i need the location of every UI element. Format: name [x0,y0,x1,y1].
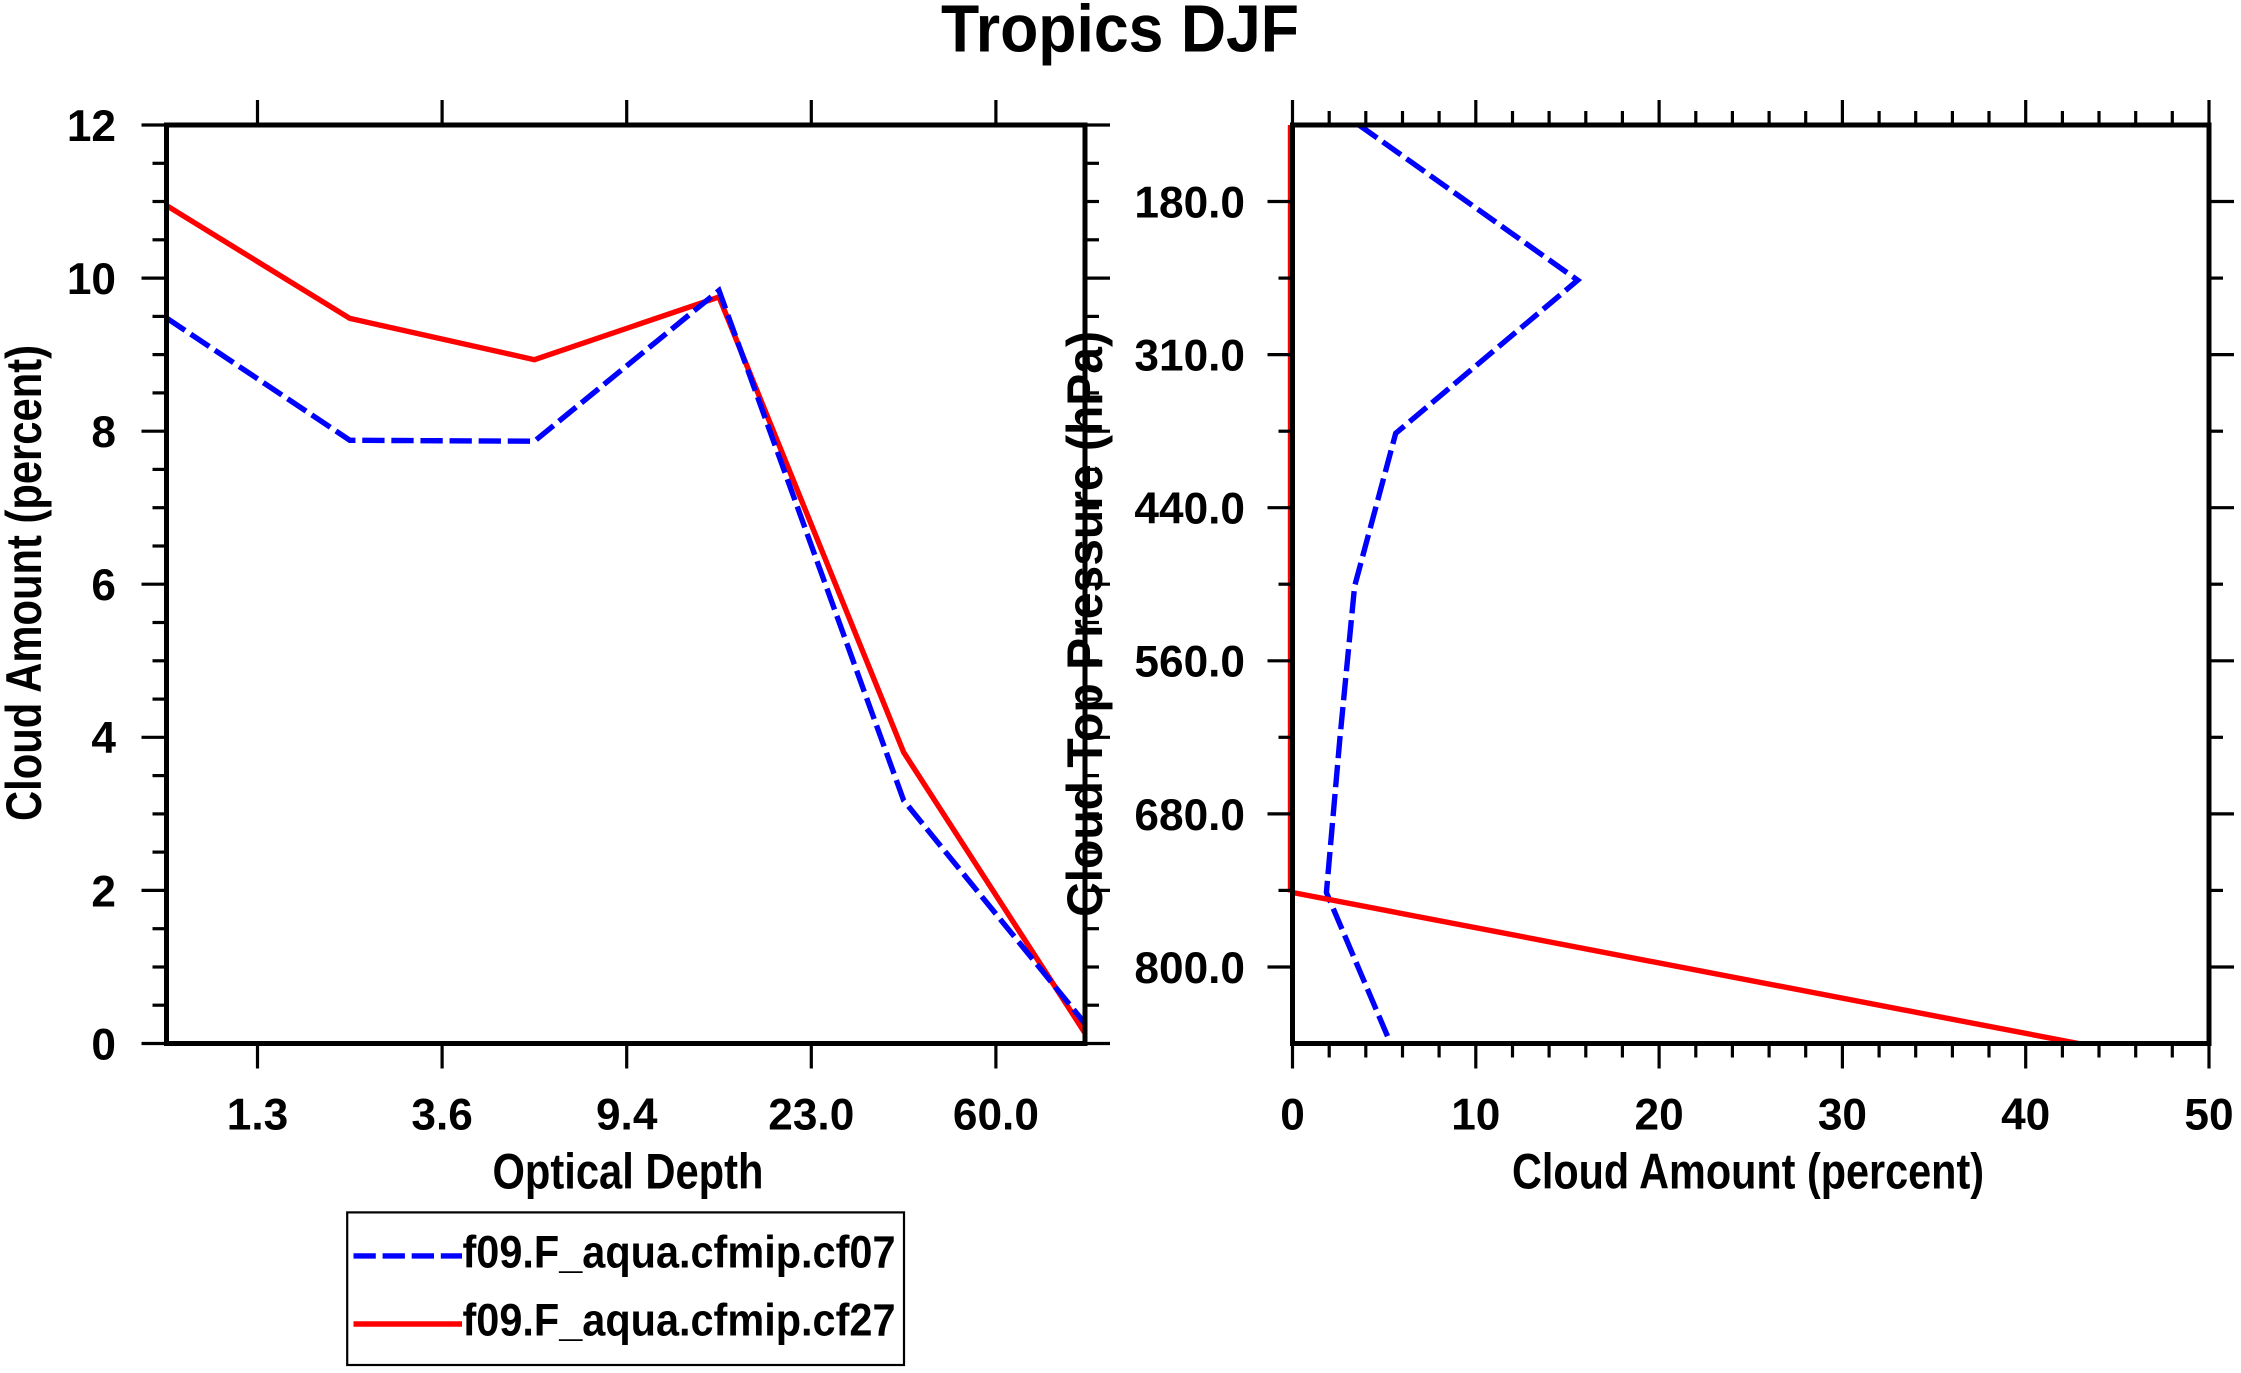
svg-text:Optical Depth: Optical Depth [493,1143,764,1199]
svg-text:Tropics DJF: Tropics DJF [941,0,1299,66]
svg-text:Cloud Amount (percent): Cloud Amount (percent) [0,345,52,821]
svg-text:30: 30 [1818,1090,1867,1139]
svg-text:8: 8 [91,408,116,457]
svg-text:310.0: 310.0 [1134,332,1245,381]
svg-text:0: 0 [1280,1090,1305,1139]
svg-text:800.0: 800.0 [1134,944,1245,993]
svg-text:180.0: 180.0 [1134,178,1245,227]
svg-text:6: 6 [91,561,116,610]
svg-text:2: 2 [91,867,116,916]
svg-text:10: 10 [67,255,116,304]
svg-text:f09.F_aqua.cfmip.cf27: f09.F_aqua.cfmip.cf27 [463,1294,896,1345]
svg-text:4: 4 [91,714,116,763]
svg-text:560.0: 560.0 [1134,638,1245,687]
svg-text:60.0: 60.0 [953,1090,1039,1139]
svg-text:0: 0 [91,1020,116,1069]
svg-text:1.3: 1.3 [227,1090,288,1139]
svg-text:23.0: 23.0 [768,1090,854,1139]
svg-text:Cloud Top Pressure (hPa): Cloud Top Pressure (hPa) [1057,331,1113,917]
svg-text:Cloud Amount (percent): Cloud Amount (percent) [1512,1143,1984,1199]
svg-text:40: 40 [2001,1090,2050,1139]
svg-text:12: 12 [67,102,116,151]
svg-text:9.4: 9.4 [596,1090,658,1139]
svg-text:440.0: 440.0 [1134,485,1245,534]
svg-text:680.0: 680.0 [1134,791,1245,840]
svg-text:3.6: 3.6 [411,1090,472,1139]
svg-text:10: 10 [1451,1090,1500,1139]
svg-text:20: 20 [1635,1090,1684,1139]
svg-text:f09.F_aqua.cfmip.cf07: f09.F_aqua.cfmip.cf07 [463,1226,896,1277]
svg-text:50: 50 [2184,1090,2233,1139]
